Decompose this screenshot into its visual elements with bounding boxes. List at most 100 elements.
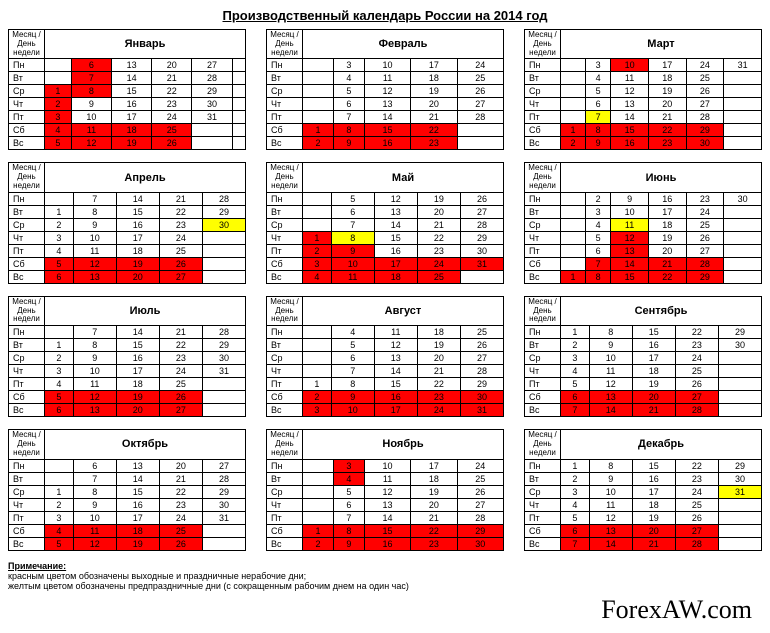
day-cell: 17 (632, 352, 675, 365)
day-cell: 25 (152, 124, 192, 137)
day-cell (192, 137, 232, 150)
day-cell: 20 (417, 205, 460, 218)
day-cell: 14 (364, 511, 410, 524)
day-cell: 28 (457, 511, 503, 524)
header-left: Месяц /День недели (9, 30, 45, 59)
day-cell: 30 (460, 244, 503, 257)
header-left: Месяц /День недели (525, 163, 561, 192)
day-label: Сб (267, 124, 303, 137)
day-label: Пт (9, 378, 45, 391)
day-cell: 17 (632, 485, 675, 498)
day-cell: 15 (116, 205, 159, 218)
day-cell: 17 (411, 59, 457, 72)
day-cell: 2 (561, 137, 586, 150)
day-cell: 6 (561, 391, 590, 404)
day-cell: 25 (675, 498, 718, 511)
day-cell: 6 (586, 98, 611, 111)
brand-watermark: ForexAW.com (8, 595, 762, 625)
day-cell: 1 (45, 205, 74, 218)
day-cell (303, 111, 334, 124)
month-table: Месяц /День неделиИюльПн7142128Вт1815222… (8, 296, 246, 417)
day-cell: 8 (73, 485, 116, 498)
day-cell (232, 137, 245, 150)
day-cell: 14 (374, 365, 417, 378)
day-cell: 21 (417, 218, 460, 231)
day-cell: 12 (589, 378, 632, 391)
day-cell: 28 (192, 72, 232, 85)
day-cell: 6 (73, 459, 116, 472)
day-label: Чт (525, 365, 561, 378)
header-left: Месяц /День недели (267, 296, 303, 325)
day-cell: 8 (589, 326, 632, 339)
day-cell: 25 (686, 72, 724, 85)
day-cell: 2 (303, 137, 334, 150)
day-cell: 8 (331, 231, 374, 244)
day-label: Чт (267, 231, 303, 244)
day-cell: 9 (73, 218, 116, 231)
day-cell: 28 (460, 365, 503, 378)
day-cell: 23 (417, 391, 460, 404)
day-cell: 5 (45, 537, 74, 550)
day-cell: 23 (675, 472, 718, 485)
day-cell: 6 (333, 98, 364, 111)
day-cell: 6 (561, 524, 590, 537)
day-label: Вт (525, 72, 561, 85)
day-cell: 17 (116, 511, 159, 524)
day-cell (303, 339, 332, 352)
day-cell (724, 85, 762, 98)
header-left: Месяц /День недели (267, 163, 303, 192)
day-cell: 22 (411, 524, 457, 537)
day-cell: 7 (73, 326, 116, 339)
day-cell: 25 (417, 270, 460, 283)
day-cell: 20 (648, 244, 686, 257)
header-left: Месяц /День недели (267, 30, 303, 59)
day-cell: 1 (561, 326, 590, 339)
day-cell: 21 (417, 365, 460, 378)
day-cell: 30 (202, 498, 245, 511)
day-cell: 7 (73, 472, 116, 485)
day-label: Чт (9, 231, 45, 244)
day-cell: 10 (364, 59, 410, 72)
day-cell (232, 111, 245, 124)
day-cell: 28 (460, 218, 503, 231)
day-cell: 16 (116, 498, 159, 511)
day-cell: 17 (374, 404, 417, 417)
day-label: Пн (9, 59, 45, 72)
day-cell: 6 (45, 404, 74, 417)
day-cell: 19 (632, 511, 675, 524)
day-cell: 9 (333, 537, 364, 550)
day-cell: 22 (152, 85, 192, 98)
day-cell (303, 85, 334, 98)
day-cell: 19 (648, 231, 686, 244)
day-cell: 18 (112, 124, 152, 137)
day-cell: 21 (159, 472, 202, 485)
day-label: Пн (525, 326, 561, 339)
day-cell: 24 (159, 231, 202, 244)
day-cell: 8 (331, 378, 374, 391)
day-cell: 4 (561, 365, 590, 378)
day-cell: 24 (686, 205, 724, 218)
month-table: Месяц /День неделиАпрельПн7142128Вт18152… (8, 162, 246, 283)
day-cell: 7 (561, 537, 590, 550)
day-cell: 26 (686, 85, 724, 98)
day-cell: 21 (411, 111, 457, 124)
day-cell: 28 (686, 257, 724, 270)
day-cell: 3 (45, 111, 72, 124)
day-cell: 28 (202, 472, 245, 485)
day-cell (718, 404, 761, 417)
day-cell: 27 (457, 498, 503, 511)
day-label: Сб (525, 257, 561, 270)
day-cell: 23 (411, 137, 457, 150)
day-cell: 20 (411, 498, 457, 511)
day-cell: 2 (45, 352, 74, 365)
day-cell: 13 (374, 205, 417, 218)
day-cell (724, 257, 762, 270)
day-cell: 7 (561, 404, 590, 417)
day-cell: 12 (374, 339, 417, 352)
day-cell: 26 (675, 378, 718, 391)
day-cell: 10 (611, 205, 649, 218)
day-label: Ср (267, 85, 303, 98)
day-cell: 10 (73, 365, 116, 378)
month-name: Апрель (45, 163, 246, 192)
day-cell (192, 124, 232, 137)
